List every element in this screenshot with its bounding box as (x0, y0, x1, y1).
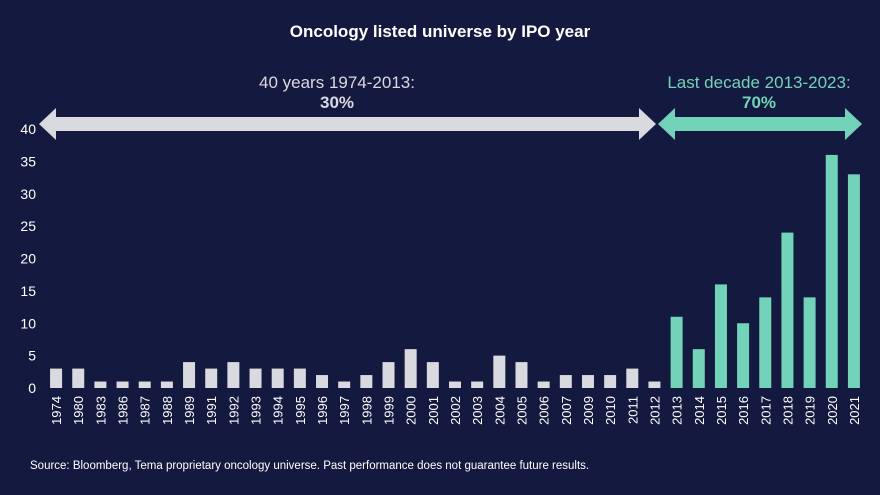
y-tick-label: 25 (20, 218, 36, 234)
x-tick-label: 2009 (581, 396, 596, 425)
x-tick-label: 1996 (315, 396, 330, 425)
x-tick-label: 2002 (448, 396, 463, 425)
x-tick-label: 1988 (160, 396, 175, 425)
bar-2013 (670, 316, 683, 388)
x-tick-label: 2011 (625, 396, 640, 424)
bar-1993 (249, 368, 262, 388)
x-tick-label: 2007 (559, 396, 574, 425)
bar-1986 (116, 381, 129, 388)
bar-2010 (604, 375, 617, 388)
x-tick-label: 2017 (758, 396, 773, 425)
x-tick-label: 2016 (736, 396, 751, 425)
x-tick-label: 2000 (404, 396, 419, 425)
bar-1995 (293, 368, 306, 388)
period-annotations: 40 years 1974-2013: 30% Last decade 2013… (39, 73, 862, 140)
early-period-arrow (39, 108, 656, 140)
recent-period-label: Last decade 2013-2023: (667, 73, 850, 92)
y-tick-label: 5 (28, 348, 36, 364)
bar-1989 (183, 362, 196, 388)
x-tick-label: 1974 (49, 396, 64, 425)
bar-2014 (692, 349, 705, 388)
x-tick-label: 2012 (647, 396, 662, 425)
bar-2011 (626, 368, 639, 388)
x-tick-label: 2010 (603, 396, 618, 425)
x-tick-label: 2006 (537, 396, 552, 425)
bar-1988 (160, 381, 173, 388)
x-tick-label: 1989 (182, 396, 197, 425)
bar-2000 (404, 349, 417, 388)
x-tick-label: 2020 (825, 396, 840, 425)
x-tick-label: 2015 (714, 396, 729, 425)
recent-period-arrow (658, 108, 862, 140)
bar-1996 (316, 375, 329, 388)
y-tick-label: 40 (20, 121, 36, 137)
x-tick-label: 1992 (226, 396, 241, 425)
x-tick-label: 2014 (692, 396, 707, 425)
y-tick-label: 10 (20, 315, 36, 331)
x-tick-label: 1993 (249, 396, 264, 425)
bar-2020 (825, 154, 838, 388)
y-tick-label: 0 (28, 380, 36, 396)
y-tick-label: 30 (20, 186, 36, 202)
bar-2012 (648, 381, 661, 388)
x-axis: 1974 1980 1983 1986 1987 1988 1989 1991 1992 1993… (49, 396, 862, 425)
bar-2009 (581, 375, 594, 388)
bar-2005 (515, 362, 528, 388)
bars (50, 154, 860, 388)
x-tick-label: 2003 (470, 396, 485, 425)
x-tick-label: 1980 (71, 396, 86, 425)
chart-title: Oncology listed universe by IPO year (290, 22, 591, 41)
x-tick-label: 1994 (271, 396, 286, 425)
x-tick-label: 1997 (337, 396, 352, 425)
x-tick-label: 1986 (116, 396, 131, 425)
y-tick-label: 20 (20, 251, 36, 267)
bar-2018 (781, 232, 794, 388)
bar-2015 (714, 284, 727, 388)
bar-2002 (449, 381, 461, 388)
bar-2017 (759, 297, 772, 388)
bar-1999 (382, 362, 395, 388)
x-tick-label: 2019 (803, 396, 818, 425)
bar-1997 (338, 381, 351, 388)
bar-2019 (803, 297, 816, 388)
recent-period-share: 70% (742, 93, 776, 112)
x-tick-label: 2004 (492, 396, 507, 425)
bar-1980 (72, 368, 85, 388)
bar-2001 (426, 362, 439, 388)
early-period-label: 40 years 1974-2013: (259, 73, 415, 92)
x-tick-label: 2013 (670, 396, 685, 425)
x-tick-label: 1991 (204, 396, 219, 425)
bar-2016 (737, 323, 750, 388)
x-tick-label: 2001 (426, 396, 441, 425)
x-tick-label: 1983 (93, 396, 108, 425)
bar-1992 (227, 362, 240, 388)
x-tick-label: 1998 (359, 396, 374, 425)
x-tick-label: 1987 (138, 396, 153, 425)
x-tick-label: 2005 (514, 396, 529, 425)
bar-1991 (205, 368, 218, 388)
source-note: Source: Bloomberg, Tema proprietary onco… (30, 460, 589, 472)
y-axis: 0 5 10 15 20 25 30 35 40 (20, 121, 36, 396)
bar-1974 (50, 368, 63, 388)
early-period-share: 30% (320, 93, 354, 112)
bar-2007 (559, 375, 572, 388)
y-tick-label: 15 (20, 283, 36, 299)
bar-1983 (94, 381, 107, 388)
x-tick-label: 1995 (293, 396, 308, 425)
bar-1987 (138, 381, 151, 388)
bar-2003 (471, 381, 484, 388)
x-tick-label: 2021 (847, 396, 862, 425)
bar-2021 (847, 174, 860, 388)
x-tick-label: 1999 (382, 396, 397, 425)
bar-1994 (271, 368, 284, 388)
bar-2004 (493, 355, 506, 388)
bar-1998 (360, 375, 373, 388)
y-tick-label: 35 (20, 153, 36, 169)
bar-2006 (537, 381, 550, 388)
x-tick-label: 2018 (780, 396, 795, 425)
